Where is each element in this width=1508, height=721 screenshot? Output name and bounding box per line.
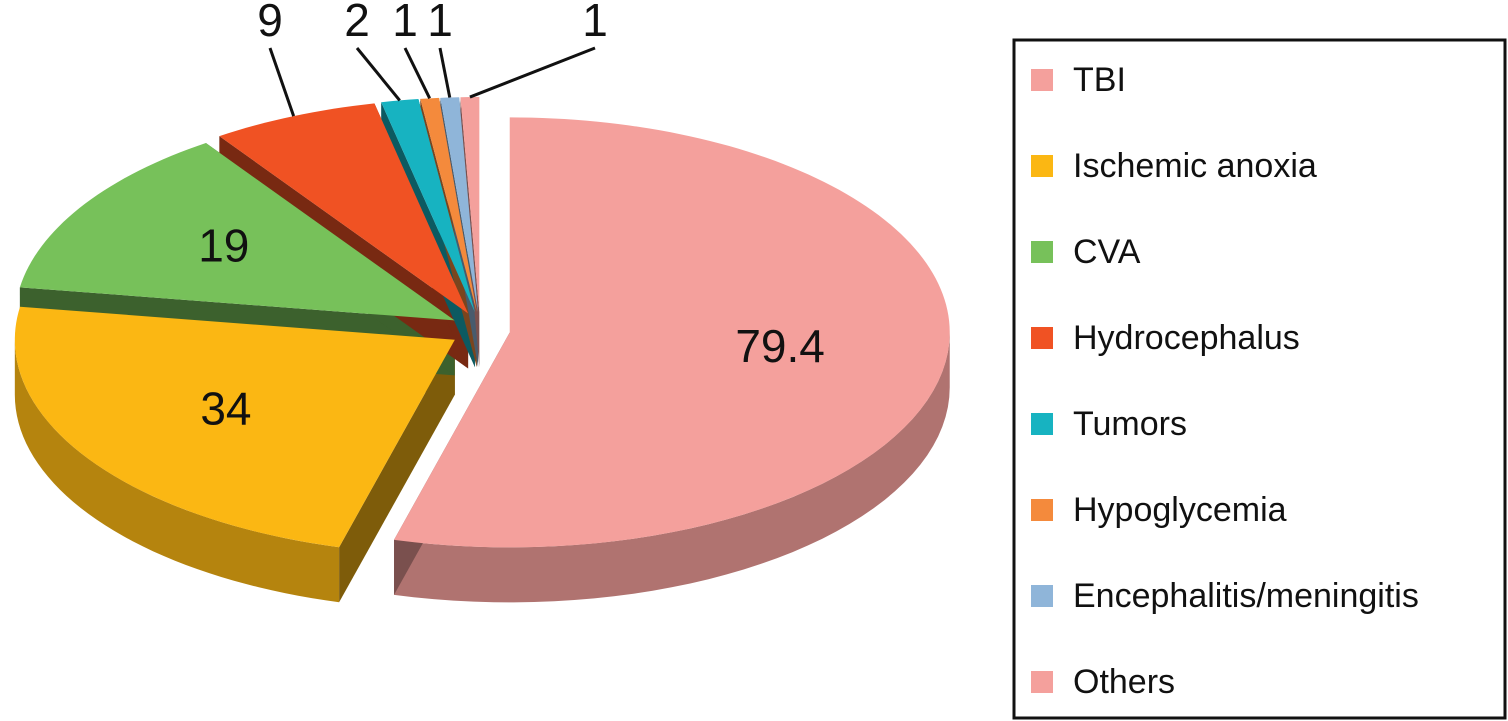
leader-line [403, 47, 432, 99]
legend-swatch [1031, 69, 1053, 91]
slice [14, 306, 455, 548]
legend-swatch [1031, 499, 1053, 521]
slice [19, 143, 455, 321]
legend-label: Hypoglycemia [1073, 491, 1287, 529]
legend-swatch [1031, 155, 1053, 177]
slice [460, 97, 480, 313]
slice-wall [339, 339, 455, 603]
legend-swatch [1031, 327, 1053, 349]
legend-box [1012, 38, 1507, 720]
legend-swatch [1031, 671, 1053, 693]
slice [381, 99, 475, 313]
leader-line [355, 47, 401, 102]
legend-label: Tumors [1073, 405, 1187, 443]
data-label: 34 [200, 382, 251, 434]
legend-label: Encephalitis/meningitis [1073, 577, 1419, 615]
slice-side [394, 332, 950, 603]
legend-swatch [1031, 241, 1053, 263]
legend-label: Ischemic anoxia [1073, 147, 1317, 185]
leader-line [268, 47, 296, 117]
slice [420, 97, 477, 313]
slice-side [14, 339, 340, 603]
legend-label: TBI [1073, 61, 1126, 99]
data-label: 1 [427, 0, 453, 46]
data-label: 9 [257, 0, 283, 46]
data-label: 2 [344, 0, 370, 46]
slice [219, 103, 469, 314]
legend-swatch [1031, 413, 1053, 435]
slice [394, 117, 950, 548]
leader-line [438, 47, 452, 98]
legend-label: CVA [1073, 233, 1141, 271]
slice [440, 97, 479, 313]
legend-label: Hydrocephalus [1073, 319, 1300, 357]
tops [14, 97, 950, 548]
data-label: 1 [392, 0, 418, 46]
leader-line [469, 46, 596, 99]
legend-swatch [1031, 585, 1053, 607]
legend-label: Others [1073, 663, 1175, 701]
data-label: 19 [198, 220, 249, 272]
data-label: 1 [582, 0, 608, 46]
data-label: 79.4 [735, 320, 825, 372]
